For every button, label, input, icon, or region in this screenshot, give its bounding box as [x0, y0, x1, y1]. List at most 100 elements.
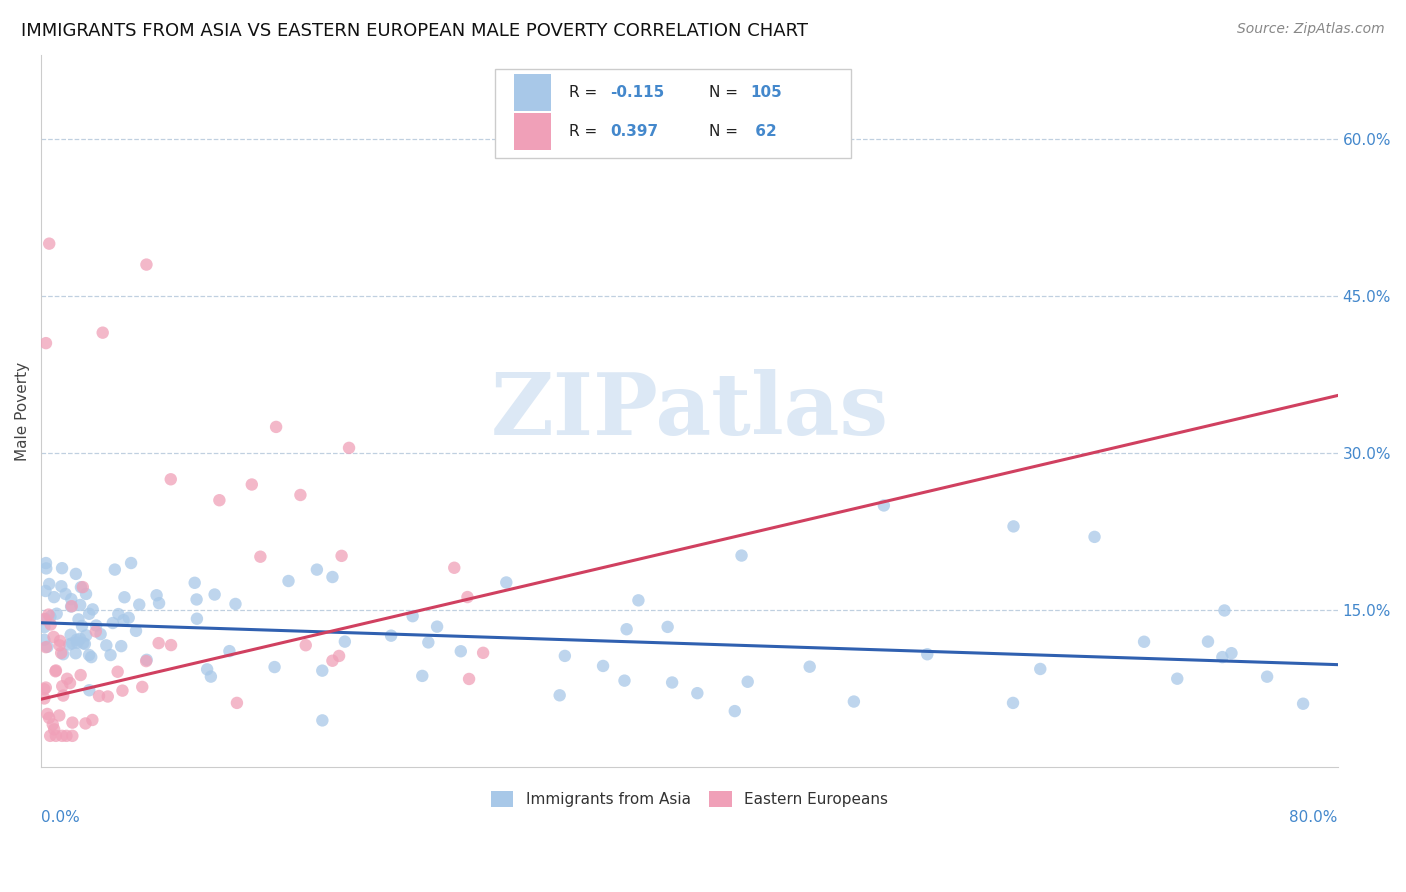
Point — [380, 629, 402, 643]
Point — [38, 236, 60, 251]
Point — [1211, 650, 1233, 665]
Y-axis label: Male Poverty: Male Poverty — [15, 361, 30, 461]
Point — [401, 609, 423, 624]
Point — [128, 598, 150, 612]
Point — [60, 729, 83, 743]
Point — [554, 648, 576, 663]
Point — [79, 683, 101, 698]
Point — [183, 575, 205, 590]
Point — [443, 561, 465, 575]
Text: 0.397: 0.397 — [610, 124, 658, 139]
Point — [38, 711, 60, 725]
Point — [42, 717, 65, 731]
Point — [107, 607, 129, 621]
Point — [917, 647, 939, 661]
Point — [1001, 696, 1024, 710]
Point — [35, 612, 58, 626]
Point — [328, 648, 350, 663]
Point — [34, 632, 56, 647]
Point — [75, 716, 97, 731]
Text: IMMIGRANTS FROM ASIA VS EASTERN EUROPEAN MALE POVERTY CORRELATION CHART: IMMIGRANTS FROM ASIA VS EASTERN EUROPEAN… — [21, 22, 808, 40]
FancyBboxPatch shape — [495, 70, 852, 159]
Point — [65, 566, 87, 581]
Point — [51, 561, 73, 575]
Point — [37, 640, 59, 654]
Point — [67, 612, 90, 626]
Legend: Immigrants from Asia, Eastern Europeans: Immigrants from Asia, Eastern Europeans — [485, 785, 894, 813]
Point — [333, 634, 356, 648]
Point — [34, 682, 56, 697]
Point — [42, 590, 65, 604]
Text: ZIPatlas: ZIPatlas — [491, 369, 889, 453]
Point — [60, 636, 83, 650]
Point — [1133, 634, 1156, 648]
Point — [35, 681, 58, 695]
Point — [111, 683, 134, 698]
Point — [75, 628, 97, 642]
Point — [97, 690, 120, 704]
Point — [62, 715, 84, 730]
Point — [224, 597, 246, 611]
Text: 62: 62 — [751, 124, 778, 139]
FancyBboxPatch shape — [515, 74, 551, 112]
Point — [38, 607, 60, 622]
Point — [305, 563, 328, 577]
Point — [1083, 530, 1105, 544]
Point — [226, 696, 249, 710]
Point — [39, 617, 62, 632]
Point — [458, 672, 481, 686]
Point — [80, 650, 103, 665]
Point — [51, 579, 73, 593]
Point — [208, 493, 231, 508]
Point — [1256, 670, 1278, 684]
Point — [56, 672, 79, 686]
Point — [218, 644, 240, 658]
Point — [45, 729, 67, 743]
Point — [82, 602, 104, 616]
Point — [87, 689, 110, 703]
Point — [38, 577, 60, 591]
Point — [35, 336, 58, 351]
Text: 80.0%: 80.0% — [1289, 810, 1337, 825]
Point — [264, 420, 287, 434]
Point — [51, 646, 73, 660]
Point — [66, 632, 89, 647]
Point — [107, 665, 129, 679]
Point — [77, 607, 100, 621]
Point — [69, 668, 91, 682]
Point — [44, 723, 66, 737]
Point — [52, 689, 75, 703]
Point — [1220, 646, 1243, 660]
Point — [495, 575, 517, 590]
Point — [37, 706, 59, 721]
Point — [60, 599, 83, 614]
Point — [195, 662, 218, 676]
Text: -0.115: -0.115 — [610, 86, 665, 101]
Point — [91, 326, 114, 340]
Point — [160, 638, 183, 652]
Point — [73, 637, 96, 651]
Point — [44, 665, 66, 679]
Point — [1029, 662, 1052, 676]
Point — [1166, 672, 1188, 686]
Point — [456, 590, 478, 604]
Point — [118, 611, 141, 625]
Point — [42, 630, 65, 644]
Point — [60, 599, 83, 614]
Point — [58, 638, 80, 652]
Point — [131, 680, 153, 694]
Point — [450, 644, 472, 658]
Point — [1213, 603, 1236, 617]
Point — [657, 620, 679, 634]
Text: N =: N = — [709, 86, 742, 101]
Point — [90, 627, 112, 641]
Point — [135, 653, 157, 667]
Point — [263, 660, 285, 674]
Point — [686, 686, 709, 700]
Point — [34, 584, 56, 599]
Point — [45, 664, 67, 678]
Point — [613, 673, 636, 688]
Point — [661, 675, 683, 690]
Point — [135, 654, 157, 668]
Point — [204, 588, 226, 602]
